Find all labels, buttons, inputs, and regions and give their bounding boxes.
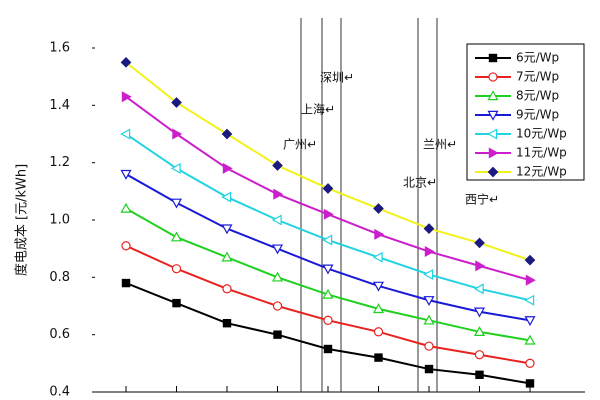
marker [120,169,132,180]
legend-label: 10元/Wp [516,127,567,141]
marker [525,358,535,368]
marker [121,91,132,103]
marker [524,294,535,306]
marker [272,301,283,311]
annotation: 西宁↵ [465,192,499,207]
legend-label: 7元/Wp [516,70,559,84]
marker [373,327,384,337]
marker [372,281,385,292]
marker [473,307,486,318]
marker [322,183,334,194]
marker [221,128,233,140]
marker [475,260,486,272]
annotation: 北京↵ [403,176,437,190]
marker [323,344,333,354]
legend-marker [488,53,498,63]
legend-marker [487,166,499,178]
marker [120,56,132,68]
marker [423,314,435,325]
y-tick-label: 1.6 [49,41,70,56]
y-tick-label: 0.4 [49,385,70,400]
marker [273,330,282,339]
marker [322,288,334,299]
annotation: 广州↵ [283,138,317,152]
marker [423,296,435,307]
legend-marker [488,147,499,159]
marker [121,278,131,288]
marker [171,97,182,108]
annotation: 兰州↵ [423,138,457,152]
marker [271,214,282,226]
marker [374,228,385,240]
marker [120,202,132,213]
marker [222,319,232,328]
marker [424,341,434,351]
marker [524,254,536,266]
annotation: 深圳↵ [320,71,354,85]
marker [172,128,183,140]
marker [120,128,131,140]
y-tick-label: 1.2 [49,155,70,170]
marker [424,246,435,258]
legend-label: 6元/Wp [516,51,559,65]
marker [170,198,183,209]
marker [423,268,434,280]
marker [473,326,486,336]
y-tick-label: 1.0 [49,213,70,228]
marker [474,350,485,360]
marker [121,241,131,251]
marker [272,160,283,171]
legend-marker [488,72,498,82]
marker [222,162,233,174]
marker [271,271,284,282]
legend-label: 9元/Wp [516,108,559,122]
marker [271,244,284,255]
marker [373,203,384,214]
legend-marker [487,90,499,101]
marker [424,364,434,374]
marker [322,234,333,246]
marker [273,188,284,200]
marker [374,353,383,362]
marker [524,316,536,327]
marker [475,370,484,380]
legend-box [466,43,585,181]
city-lines [300,18,438,392]
marker [221,191,232,203]
annotation: 上海↵ [301,102,335,117]
marker [221,251,233,262]
marker [171,264,182,274]
marker [322,264,334,275]
marker [323,315,333,325]
legend-label: 11元/Wp [516,146,567,160]
legend-label: 12元/Wp [516,165,567,179]
marker [170,231,183,242]
y-tick-label: 1.4 [49,98,70,113]
marker [525,379,535,388]
marker [473,283,484,295]
y-tick-label: 0.6 [49,327,70,342]
marker [170,162,181,174]
marker [524,334,536,345]
marker [323,208,334,220]
marker [372,303,385,314]
marker [222,284,232,294]
marker [221,224,233,235]
y-tick-label: 0.8 [49,270,70,285]
marker [525,274,536,286]
legend-marker [487,128,498,140]
marker [172,298,181,308]
marker [423,223,435,234]
legend-label: 8元/Wp [516,89,559,103]
legend-marker [487,110,499,121]
y-axis-label: 度电成本 [元/kWh] [14,164,30,276]
marker [372,251,383,263]
marker [474,237,485,249]
